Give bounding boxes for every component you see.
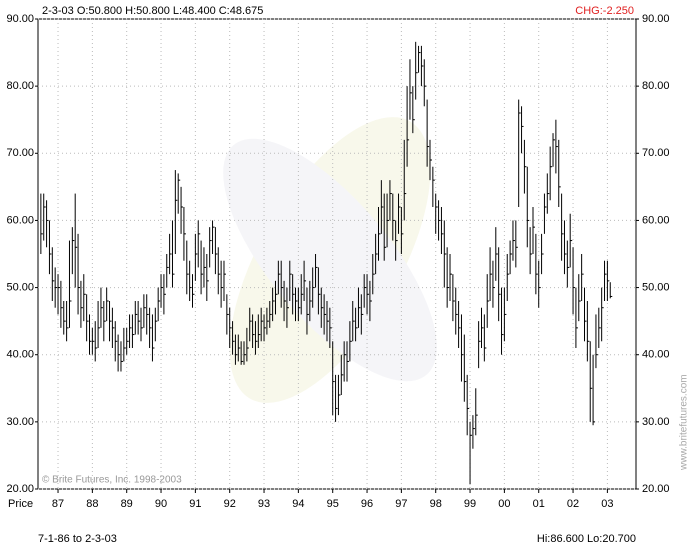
x-tick-label: 02 <box>567 498 579 510</box>
y-tick-label: 20.00 <box>6 483 34 495</box>
hilo-label: Hi:86.600 Lo:20.700 <box>537 533 636 545</box>
x-axis-label: Price <box>8 498 33 510</box>
x-tick-label: 88 <box>86 498 98 510</box>
y-tick-label: 70.00 <box>6 147 34 159</box>
y2-tick-label: 40.00 <box>642 349 670 361</box>
plot-frame <box>37 18 637 490</box>
x-tick-label: 00 <box>498 498 510 510</box>
y2-tick-label: 80.00 <box>642 80 670 92</box>
x-tick-label: 91 <box>189 498 201 510</box>
x-tick-label: 99 <box>464 498 476 510</box>
watermark-url: www.britefutures.com <box>679 374 690 471</box>
watermark-logo <box>223 117 437 403</box>
x-tick-label: 87 <box>52 498 64 510</box>
x-tick-label: 96 <box>361 498 373 510</box>
chart-title: 2-3-03 O:50.800 H:50.800 L:48.400 C:48.6… <box>42 5 263 17</box>
x-tick-label: 98 <box>430 498 442 510</box>
range-label: 7-1-86 to 2-3-03 <box>38 533 117 545</box>
x-tick-label: 89 <box>121 498 133 510</box>
copyright: © Brite Futures, Inc. 1998-2003 <box>42 475 182 486</box>
y-tick-label: 60.00 <box>6 214 34 226</box>
y2-tick-label: 70.00 <box>642 147 670 159</box>
y-tick-label: 90.00 <box>6 13 34 25</box>
y2-tick-label: 30.00 <box>642 416 670 428</box>
y-tick-label: 80.00 <box>6 80 34 92</box>
y2-tick-label: 90.00 <box>642 13 670 25</box>
x-tick-label: 93 <box>258 498 270 510</box>
y2-tick-label: 20.00 <box>642 483 670 495</box>
y-tick-label: 40.00 <box>6 349 34 361</box>
y2-tick-label: 60.00 <box>642 214 670 226</box>
y2-tick-label: 50.00 <box>642 281 670 293</box>
x-tick-label: 01 <box>533 498 545 510</box>
x-tick-label: 03 <box>601 498 613 510</box>
change-label: CHG:-2.250 <box>575 5 634 17</box>
x-tick-label: 94 <box>292 498 304 510</box>
y-tick-label: 50.00 <box>6 281 34 293</box>
x-tick-label: 90 <box>155 498 167 510</box>
x-tick-label: 95 <box>327 498 339 510</box>
x-tick-label: 97 <box>395 498 407 510</box>
x-tick-label: 92 <box>224 498 236 510</box>
y-tick-label: 30.00 <box>6 416 34 428</box>
